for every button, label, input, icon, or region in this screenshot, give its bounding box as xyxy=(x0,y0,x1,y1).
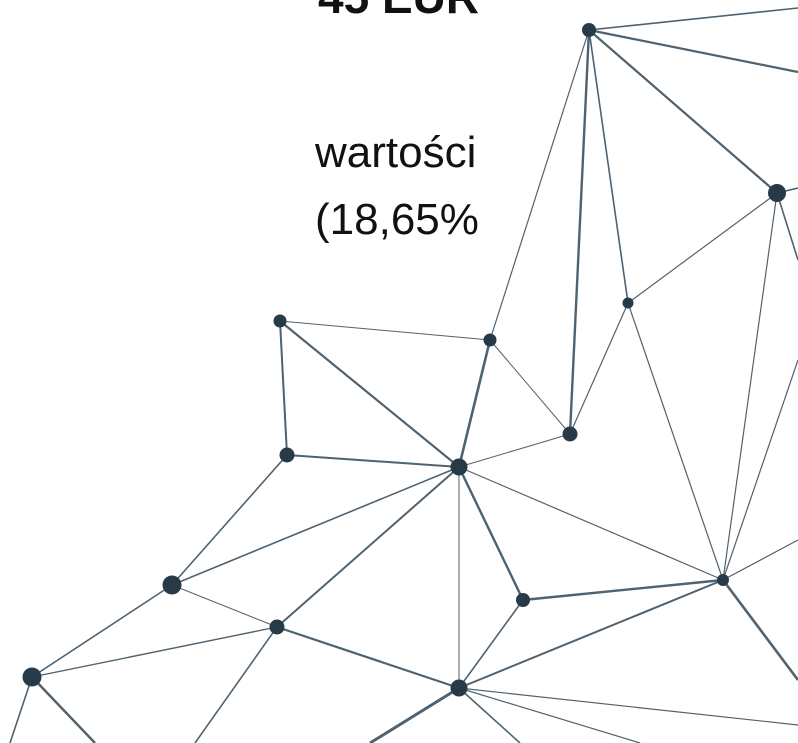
slide: 45 EUR wartości (18,65% xyxy=(0,0,798,743)
body-line: (18,65% xyxy=(315,195,479,245)
heading: 45 EUR xyxy=(318,0,479,24)
network-graphic xyxy=(0,0,798,743)
body-line: wartości xyxy=(315,128,476,178)
